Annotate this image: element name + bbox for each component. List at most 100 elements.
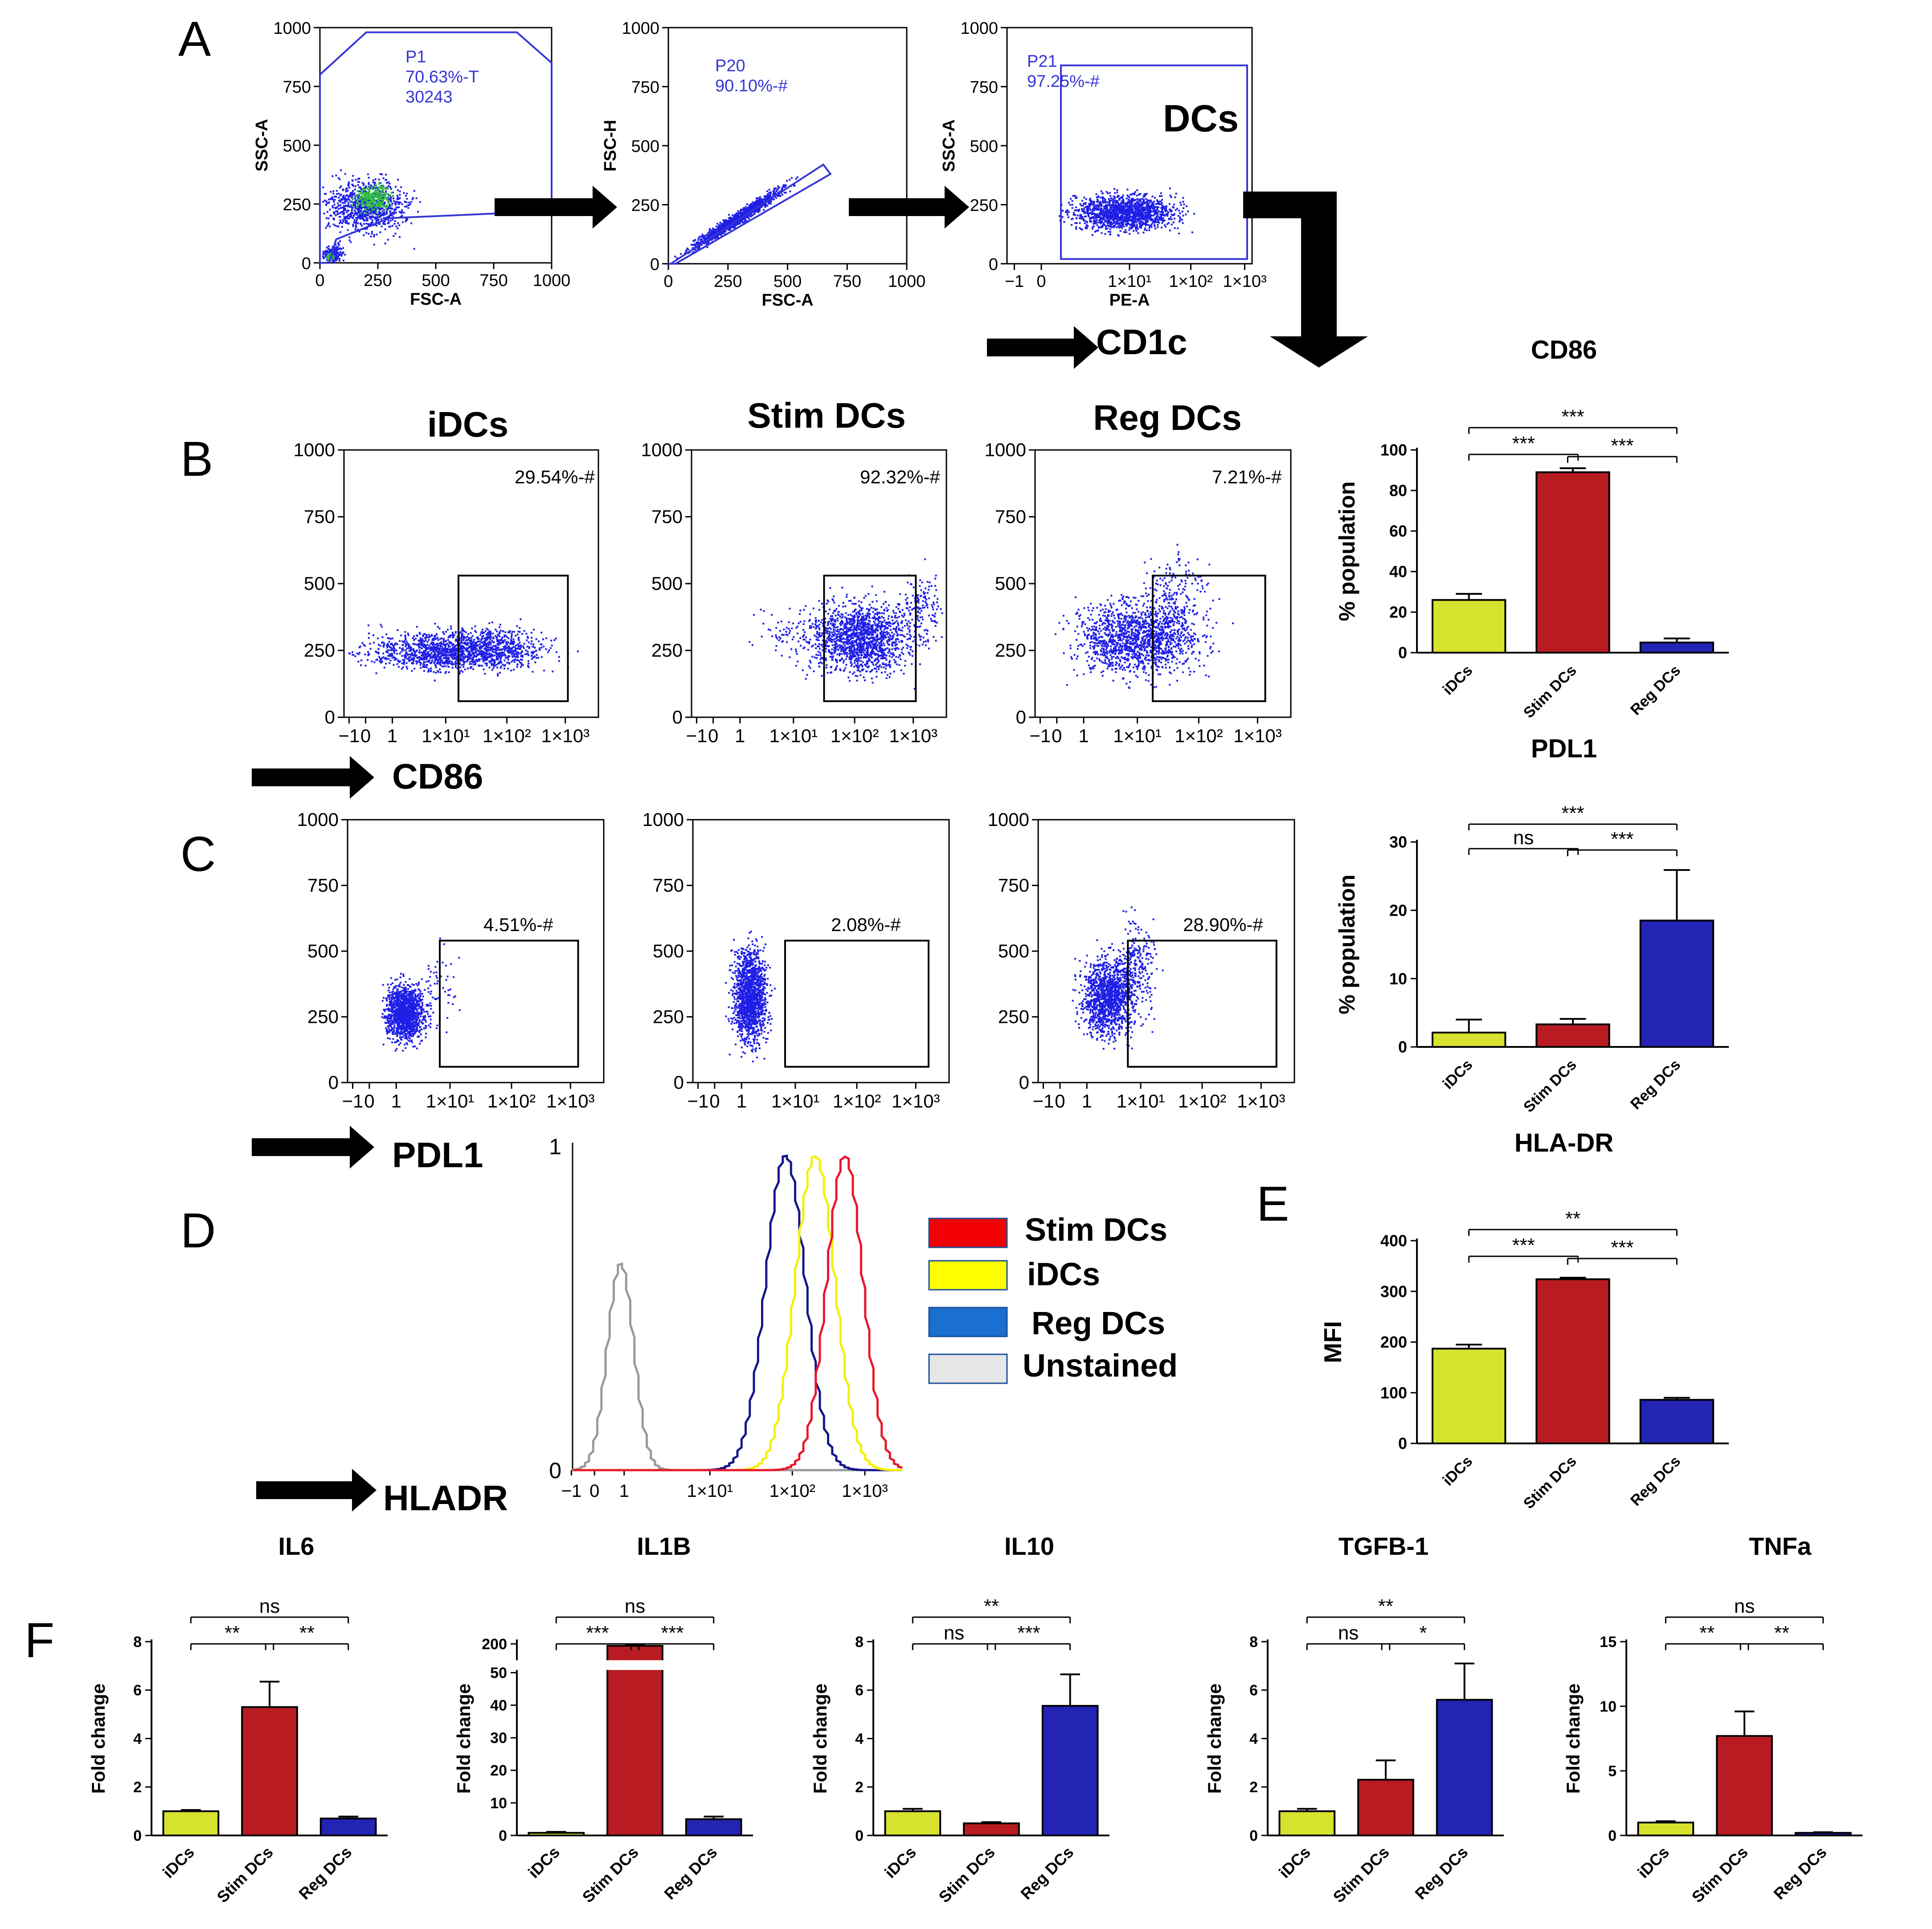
y-tick-label: 250 [304,640,335,661]
plot-frame [667,27,908,265]
x-tick-label: 1×10¹ [770,725,818,746]
bar-reg-dcs [1639,1399,1715,1445]
category-label: Reg DCs [660,1843,720,1903]
y-tick-label: 0 [133,1827,142,1844]
hist-stim-dcs [573,1155,903,1471]
bar-stim-dcs [1716,1735,1773,1836]
bar-chart-pdl1: PDL1 0 10 20 30 % population iDCs Stim DCs Reg D… [1334,734,1729,1116]
sig-label: *** [1017,1622,1040,1644]
category-label: iDCs [1634,1843,1673,1882]
x-tick-label: −1 [688,1091,709,1112]
y-tick-label: 250 [970,196,998,215]
panel-label-b: B [180,432,213,486]
events [1072,906,1164,1050]
sig-label: *** [1512,433,1535,454]
y-tick-label: 0 [855,1827,864,1844]
legend-swatch-unstained [928,1353,1008,1384]
pdl1-label: PDL1 [392,1135,483,1175]
sig-label: *** [1561,802,1584,824]
panel-label-a: A [178,12,211,66]
bar-break-gap [606,1660,663,1670]
chart-title: CD86 [1531,335,1597,364]
y-axis-label: Fold change [1563,1684,1584,1794]
sig-label: ** [984,1595,999,1617]
sig-label: ** [299,1622,315,1644]
x-tick-label: 1×10¹ [1113,725,1162,746]
y-tick-label: 10 [1389,969,1407,988]
bar-idcs [1432,1031,1506,1048]
y-tick-label: 60 [1389,522,1407,540]
y-tick-label: 750 [651,506,683,527]
sig-label: *** [1611,1237,1633,1259]
y-axis-label: MFI [1319,1321,1347,1363]
y-axis-label: FSC-H [601,120,620,172]
y-tick-label: 300 [1380,1282,1407,1300]
category-label: iDCs [524,1843,563,1882]
hist-x-tick-label: −1 [561,1481,582,1501]
sig-label: ** [1699,1622,1715,1644]
y-tick-label: 2 [855,1779,864,1796]
y-tick-label: 200 [1380,1333,1407,1351]
sig-label: ns [944,1622,964,1644]
sig-label: *** [1611,435,1633,457]
x-tick-label: 1×10³ [541,725,589,746]
y-tick-label: 30 [1389,833,1407,851]
arrow-hladr [256,1469,377,1512]
y-tick-label: 750 [998,875,1029,896]
cd86-label: CD86 [392,756,483,796]
x-tick-label: 0 [1052,725,1062,746]
sig-label: *** [661,1622,684,1644]
events [725,931,776,1063]
bar-chart-tgfb1: TGFB-1 0 2 4 6 8 Fold change iDCs Stim DCs Reg DC… [1204,1532,1504,1906]
x-tick-label: 500 [774,272,802,291]
y-tick-label: 15 [1600,1634,1617,1651]
x-tick-label: 1 [1082,1091,1092,1112]
gate-box [784,940,929,1068]
plot-frame [1037,819,1295,1083]
x-axis-label: FSC-A [410,290,462,309]
y-tick-label: 500 [995,573,1026,594]
x-tick-label: 1×10³ [546,1091,595,1112]
y-tick-label: 1000 [988,809,1029,830]
bar-stim-dcs [1535,1278,1610,1444]
x-tick-label: 1 [735,725,745,746]
chart-title: IL10 [1004,1532,1054,1560]
y-tick-label: 6 [855,1682,864,1699]
category-label: Stim DCs [935,1843,999,1906]
legend-label-reg: Reg DCs [1031,1306,1165,1341]
gate-polygon [319,31,553,264]
y-axis-label: SSC-A [253,119,271,172]
sig-label: ns [1734,1595,1755,1617]
x-tick-label: 0 [663,272,673,291]
y-tick-label: 4 [133,1730,142,1747]
sig-label: ns [1513,827,1534,849]
events [348,618,579,682]
x-tick-label: −1 [338,725,360,746]
y-tick-label: 100 [1380,441,1407,459]
gate-box [823,575,917,702]
y-tick-label: 500 [304,573,335,594]
gate-text-p1-pct: 70.63%-T [405,68,479,86]
y-tick-label: 750 [970,78,998,97]
y-tick-label: 250 [651,640,683,661]
arrow-a1-a2 [495,186,617,229]
bar-idcs [528,1832,585,1837]
chart-title: TNFa [1749,1532,1812,1560]
y-tick-label: 0 [1398,644,1407,662]
x-axis-label: PE-A [1109,291,1150,310]
bar-stim-dcs [606,1645,663,1836]
x-tick-label: 250 [364,271,392,290]
cd1c-label: CD1c [1096,322,1187,362]
y-tick-label: 0 [499,1827,507,1844]
sig-label: *** [1561,406,1584,428]
sig-label: *** [586,1622,609,1644]
y-tick-label: 5 [1608,1763,1617,1780]
bar-chart-il10: IL10 0 2 4 6 8 Fold change iDCs Stim DCs Reg DCs n… [810,1532,1109,1906]
hist-unstained [571,1262,902,1471]
category-label: iDCs [1440,1056,1476,1093]
sig-label: * [1419,1622,1427,1644]
gate-box [457,575,569,702]
legend-label-unstained: Unstained [1023,1348,1178,1384]
bar-idcs [162,1810,220,1836]
